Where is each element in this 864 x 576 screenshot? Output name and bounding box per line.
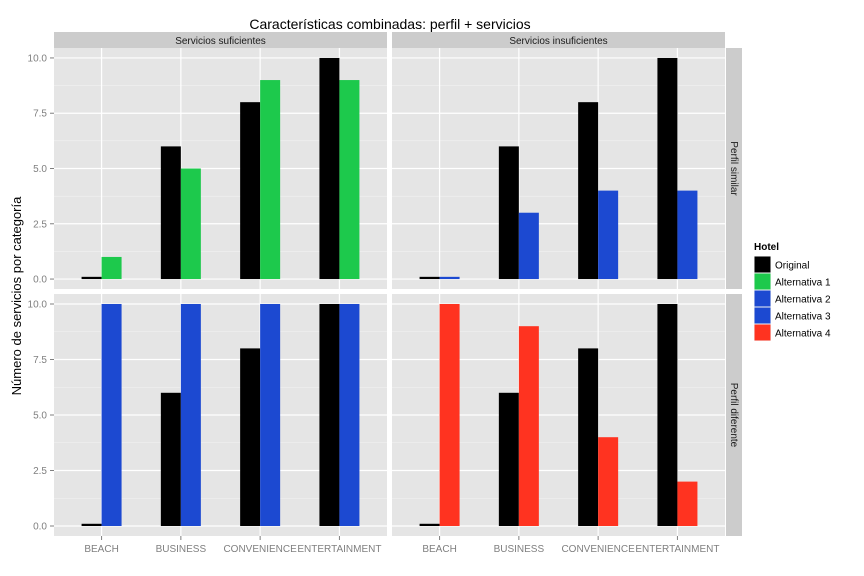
bar-alternativa-1	[101, 256, 122, 280]
y-tick-label: 7.5	[33, 355, 47, 366]
facet-strip-row	[726, 294, 742, 536]
bar-alternativa-2	[677, 190, 698, 280]
y-tick-label: 0.0	[33, 275, 47, 286]
bar-original	[419, 523, 440, 527]
bar-alternativa-2	[518, 212, 539, 280]
facet-strip-column-label: Servicios insuficientes	[509, 36, 607, 47]
legend-label: Alternativa 1	[775, 278, 831, 289]
y-axis-label: Número de servicios por categoría	[9, 196, 24, 395]
legend-label: Alternativa 4	[775, 329, 831, 340]
bar-original	[578, 102, 599, 280]
y-tick-label: 2.5	[33, 466, 47, 477]
x-tick-label: BUSINESS	[494, 544, 545, 555]
x-tick-label: CONVENIENCE	[223, 544, 297, 555]
y-tick-label: 10.0	[28, 53, 48, 64]
bar-alternativa-4	[439, 303, 460, 527]
legend-swatch	[754, 307, 771, 324]
legend-swatch	[754, 273, 771, 290]
bar-original	[578, 348, 599, 527]
bar-original	[319, 57, 340, 280]
facet-strip-column	[392, 32, 725, 48]
bar-alternativa-2	[439, 276, 460, 280]
bar-alternativa-1	[260, 80, 281, 280]
facet-panel: 0.0 2.5 5.0 7.5 10.0 BEACH BUSINESS CONVENIENCE…	[28, 294, 387, 555]
legend-label: Original	[775, 261, 809, 272]
facet-panel: 0.0 2.5 5.0 7.5 10.0	[28, 48, 387, 289]
bar-alternativa-3	[260, 303, 281, 527]
bar-original	[81, 523, 102, 527]
x-tick-label: BUSINESS	[156, 544, 207, 555]
bar-original	[240, 348, 261, 527]
bar-original	[419, 276, 440, 280]
bar-alternativa-4	[677, 481, 698, 527]
y-tick-label: 2.5	[33, 219, 47, 230]
panels-layer: Servicios suficientes Servicios insuficie…	[28, 32, 742, 555]
y-tick-label: 5.0	[33, 164, 47, 175]
y-tick-label: 10.0	[28, 299, 48, 310]
legend-swatch	[754, 256, 771, 273]
legend-label: Alternativa 3	[775, 312, 831, 323]
bar-original	[81, 276, 102, 280]
bar-alternativa-4	[598, 437, 619, 527]
legend-swatch	[754, 290, 771, 307]
legend-label: Alternativa 2	[775, 295, 831, 306]
bar-original	[498, 392, 519, 527]
x-tick-label: BEACH	[422, 544, 456, 555]
bar-alternativa-3	[101, 303, 122, 527]
facet-panel	[392, 48, 725, 289]
x-tick-label: ENTERTAINMENT	[635, 544, 719, 555]
facet-strip-column-label: Servicios suficientes	[175, 36, 266, 47]
bar-original	[160, 146, 181, 280]
bar-alternativa-2	[598, 190, 619, 280]
chart-title: Características combinadas: perfil + ser…	[249, 16, 530, 32]
legend: Hotel Original Alternativa 1 Alternativa 2 A…	[754, 242, 831, 341]
bar-alternativa-1	[339, 80, 360, 280]
legend-title: Hotel	[754, 242, 779, 253]
y-tick-label: 5.0	[33, 411, 47, 422]
y-tick-label: 7.5	[33, 109, 47, 120]
x-tick-label: BEACH	[84, 544, 118, 555]
facet-strip-column	[54, 32, 387, 48]
bar-original	[160, 392, 181, 527]
bar-original	[319, 303, 340, 527]
bar-alternativa-4	[518, 326, 539, 527]
y-tick-label: 0.0	[33, 522, 47, 533]
bar-alternativa-3	[339, 303, 360, 527]
bar-original	[657, 303, 678, 527]
facet-strip-row-label: Perfil diferente	[728, 383, 739, 448]
bar-alternativa-3	[180, 303, 201, 527]
facet-panel: BEACH BUSINESS CONVENIENCE ENTERTAINMENT	[392, 294, 725, 555]
bar-alternativa-1	[180, 168, 201, 280]
bar-original	[240, 102, 261, 280]
x-tick-label: CONVENIENCE	[561, 544, 635, 555]
legend-swatch	[754, 324, 771, 341]
bar-original	[657, 57, 678, 280]
bar-original	[498, 146, 519, 280]
facet-strip-row	[726, 48, 742, 289]
x-tick-label: ENTERTAINMENT	[297, 544, 381, 555]
facet-strip-row-label: Perfil similar	[728, 141, 739, 196]
